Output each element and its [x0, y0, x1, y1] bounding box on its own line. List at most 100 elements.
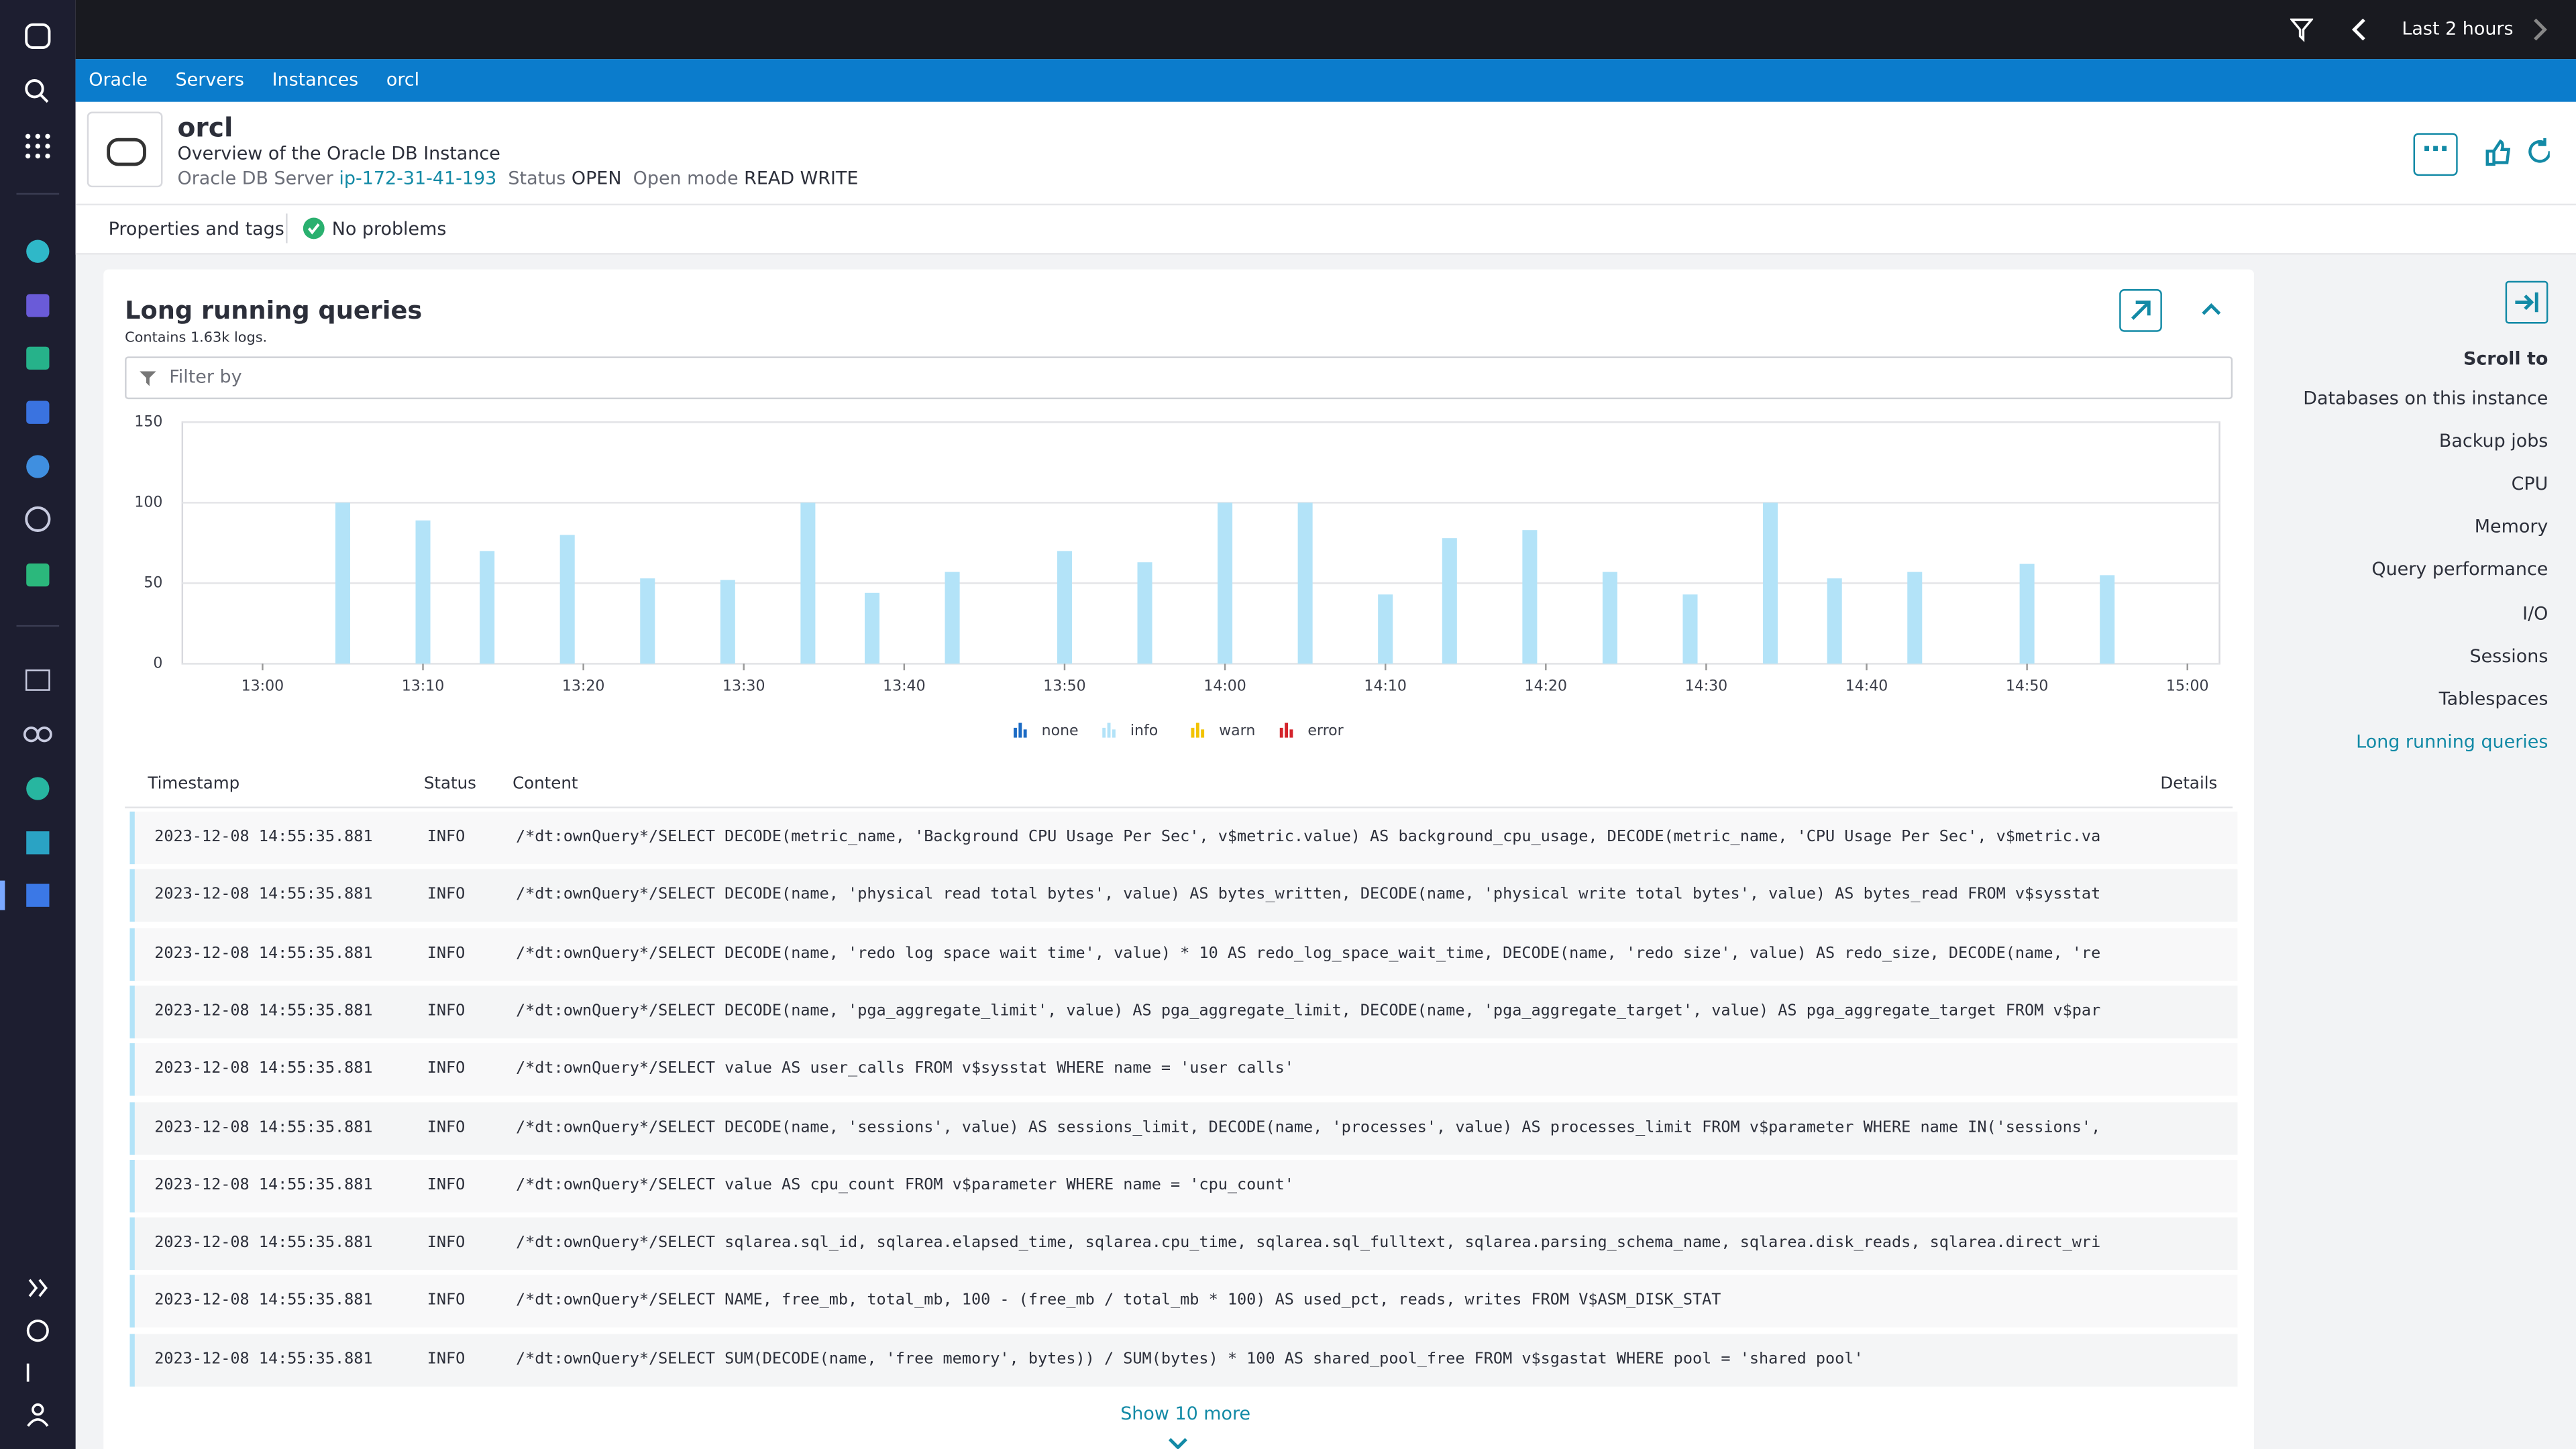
page-title: orcl — [177, 111, 233, 144]
header-rule — [125, 806, 2233, 808]
cell: 2023-12-08 14:55:35.881 — [154, 944, 373, 963]
problems-tab[interactable]: No problems — [331, 218, 447, 240]
y-tick-label: 50 — [144, 574, 162, 591]
bar — [335, 502, 350, 664]
header: orcl Overview of the Oracle DB Instance … — [75, 101, 2576, 204]
bar — [945, 572, 960, 664]
bar — [1907, 572, 1923, 664]
cell: INFO — [427, 1060, 466, 1078]
placeholder: Filter by — [169, 366, 242, 388]
ok-icon — [303, 217, 325, 239]
table: Timestamp Status Content Details 2023-12-08 … — [103, 762, 2254, 1419]
x-tick-label: 14:30 — [1685, 678, 1728, 695]
server-link[interactable]: ip-172-31-41-193 — [339, 167, 497, 189]
y-tick-label: 100 — [134, 494, 162, 511]
legend-swatch — [1107, 722, 1111, 738]
scroll-link[interactable]: Memory — [2474, 516, 2548, 538]
scroll-link[interactable]: I/O — [2522, 602, 2548, 624]
cell: INFO — [427, 1291, 466, 1310]
breadcrumb[interactable]: orcl — [386, 68, 420, 91]
column-header[interactable]: Timestamp — [148, 775, 240, 794]
scroll-link[interactable]: Query performance — [2371, 559, 2548, 581]
scroll-link[interactable]: CPU — [2511, 473, 2548, 495]
legend-label: error — [1307, 722, 1344, 739]
x-tick-label: 13:50 — [1043, 678, 1085, 695]
prev-button[interactable] — [2349, 16, 2369, 42]
table-row: 2023-12-08 14:55:35.881 INFO /*dt:ownQuery… — [129, 1275, 2238, 1328]
oracle-icon — [87, 111, 163, 188]
filter-input[interactable]: Filter by — [125, 356, 2233, 400]
card-subtitle: Contains 1.63k logs. — [125, 330, 268, 347]
properties-tab[interactable]: Properties and tags — [108, 218, 284, 240]
tabs: Properties and tags No problems — [75, 203, 2576, 255]
page-subtitle: Overview of the Oracle DB Instance — [177, 143, 500, 164]
legend-swatch — [1112, 729, 1116, 738]
scroll-link[interactable]: Sessions — [2469, 645, 2548, 667]
table-row: 2023-12-08 14:55:35.881 INFO /*dt:ownQuery… — [129, 1159, 2238, 1212]
bar — [1378, 594, 1393, 664]
top-bar: Last 2 hours — [75, 0, 2576, 60]
legend-label: warn — [1219, 722, 1255, 739]
bar — [1297, 502, 1313, 664]
bar — [640, 578, 655, 664]
table-row: 2023-12-08 14:55:35.881 INFO /*dt:ownQuery… — [129, 811, 2238, 865]
collapse-button[interactable] — [2200, 301, 2222, 317]
legend-swatch — [1201, 729, 1205, 738]
bar — [1218, 502, 1233, 664]
cell: INFO — [427, 1175, 466, 1194]
cell: /*dt:ownQuery*/SELECT NAME, free_mb, tot… — [515, 1291, 1721, 1310]
legend-swatch — [1023, 729, 1027, 738]
scroll-link[interactable]: Backup jobs — [2438, 430, 2548, 452]
x-tick-label: 14:40 — [1845, 678, 1888, 695]
bar — [1522, 530, 1538, 664]
x-tick-label: 15:00 — [2166, 678, 2209, 695]
cell: INFO — [427, 944, 466, 963]
label: Oracle DB Server — [177, 167, 333, 189]
table-row: 2023-12-08 14:55:35.881 INFO /*dt:ownQuery… — [129, 927, 2238, 981]
panel-toggle[interactable] — [2505, 280, 2548, 324]
cell: 2023-12-08 14:55:35.881 — [154, 1002, 373, 1020]
legend-swatch — [1014, 727, 1017, 738]
scroll-link[interactable]: Databases on this instance — [2303, 387, 2548, 409]
cell: /*dt:ownQuery*/SELECT value AS user_call… — [515, 1060, 1294, 1078]
timeframe[interactable]: Last 2 hours — [2402, 17, 2514, 40]
legend-label: none — [1042, 722, 1079, 739]
legend-swatch — [1289, 729, 1293, 738]
show-more[interactable]: Show 10 more — [1120, 1403, 1251, 1425]
breadcrumb[interactable]: Oracle — [89, 68, 148, 91]
breadcrumb[interactable]: Servers — [175, 68, 244, 91]
x-tick-label: 13:20 — [562, 678, 605, 695]
card-title: Long running queries — [125, 295, 423, 325]
label: Open mode — [633, 167, 739, 189]
card: Long running queries Contains 1.63k logs… — [103, 269, 2255, 1449]
x-tick-label: 13:00 — [241, 678, 284, 695]
like-button[interactable] — [2485, 139, 2511, 166]
open-button[interactable] — [2119, 289, 2162, 332]
bar — [720, 580, 735, 664]
x-tick-label: 14:00 — [1203, 678, 1246, 695]
left-nav — [0, 0, 76, 1449]
scroll-link[interactable]: Long running queries — [2356, 731, 2548, 753]
legend-swatch — [1195, 722, 1199, 738]
refresh-button[interactable] — [2528, 138, 2550, 163]
info-line: Oracle DB Server ip-172-31-41-193 Status… — [177, 168, 858, 189]
more-button[interactable]: ⋯ — [2413, 133, 2458, 176]
cell: 2023-12-08 14:55:35.881 — [154, 1118, 373, 1136]
next-button[interactable] — [2530, 16, 2549, 42]
cell: 2023-12-08 14:55:35.881 — [154, 828, 373, 847]
legend-swatch — [1018, 722, 1022, 738]
x-tick-label: 14:10 — [1364, 678, 1407, 695]
cell: /*dt:ownQuery*/SELECT DECODE(name, 'pga_… — [515, 1002, 2101, 1020]
cell: 2023-12-08 14:55:35.881 — [154, 1234, 373, 1252]
legend-label: info — [1130, 722, 1158, 739]
scroll-link[interactable]: Tablespaces — [2438, 688, 2548, 710]
column-header: Details — [2160, 775, 2218, 794]
bar — [2100, 575, 2115, 664]
filter-icon[interactable] — [2290, 16, 2314, 42]
bar — [559, 535, 575, 664]
value: READ WRITE — [744, 167, 859, 189]
table-row: 2023-12-08 14:55:35.881 INFO /*dt:ownQuery… — [129, 1043, 2238, 1096]
breadcrumb[interactable]: Instances — [272, 68, 359, 91]
cell: INFO — [427, 885, 466, 904]
